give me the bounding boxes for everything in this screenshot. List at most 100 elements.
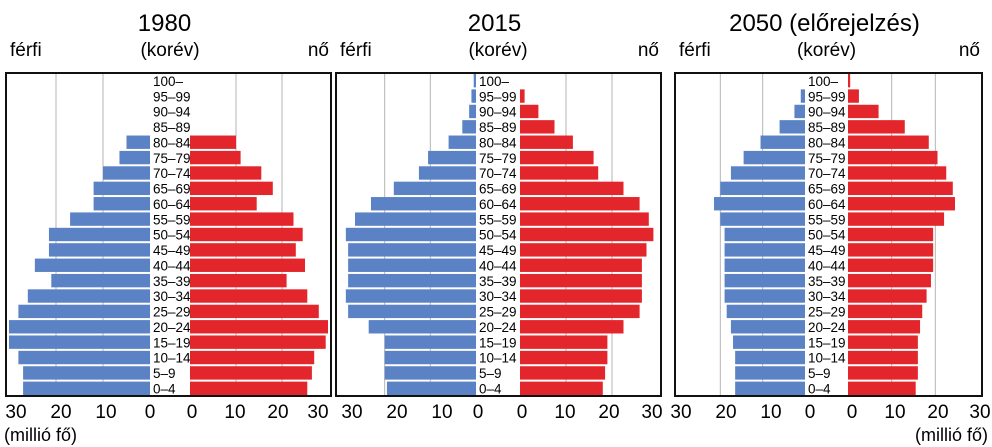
age-group-label: 60–64 [153,197,191,212]
bar-female-40–44 [520,258,642,272]
tick-label: 20 [50,402,71,423]
bar-male-35–39 [51,273,150,288]
female-label: nő [308,40,329,61]
population-pyramid-2: 2015 férfi (korév) nő 100–95–9990–9485–8980–… [335,10,663,423]
bar-male-20–24 [368,320,476,334]
bar-female-35–39 [848,273,931,288]
bar-male-70–74 [730,166,805,180]
age-group-label: 55–59 [153,212,191,227]
age-group-label: 20–24 [808,320,846,335]
age-group-label: 100– [808,74,839,89]
bar-male-10–14 [384,350,476,365]
bar-female-65–69 [848,181,953,196]
bar-male-100– [473,74,476,88]
age-group-label: 100– [153,74,184,89]
bar-male-30–34 [345,289,476,303]
age-group-label: 25–29 [808,305,846,320]
bar-female-40–44 [848,258,934,272]
population-pyramid-3: 2050 (előrejelzés) férfi (korév) nő 100–95–9… [670,10,990,445]
female-label: nő [959,40,980,61]
bar-female-15–19 [520,335,608,349]
age-group-label: 50–54 [479,228,517,243]
age-group-label: 50–54 [153,228,191,243]
panel-title: 2050 (előrejelzés) [729,10,920,37]
age-group-label: 40–44 [153,258,191,273]
tick-label: 10 [95,402,116,423]
bar-male-35–39 [348,273,476,288]
bar-female-85–89 [520,120,555,134]
bar-male-45–49 [724,243,805,257]
bar-female-30–34 [848,289,927,303]
bar-female-75–79 [848,150,938,165]
bar-female-70–74 [520,166,599,180]
bar-male-40–44 [348,258,476,272]
tick-label: 30 [641,402,662,423]
plot-frame [335,72,662,397]
bar-female-60–64 [520,197,640,211]
bar-male-5–9 [735,366,805,380]
tick-label: 0 [517,402,528,423]
bar-male-15–19 [9,335,150,349]
bar-male-40–44 [34,258,150,272]
age-axis-label: (korév) [468,40,527,61]
age-group-label: 20–24 [153,320,191,335]
age-group-label: 45–49 [153,243,191,258]
bar-female-45–49 [848,243,934,257]
bar-male-50–54 [48,227,151,242]
bar-female-65–69 [190,181,273,196]
bar-male-20–24 [9,320,150,334]
age-group-label: 35–39 [479,274,517,289]
age-group-label: 45–49 [479,243,517,258]
bar-female-55–59 [848,212,945,226]
tick-label: 30 [670,402,691,423]
bar-male-25–29 [18,304,151,319]
bar-male-45–49 [348,243,476,257]
age-group-label: 5–9 [479,366,502,381]
bar-male-10–14 [735,350,805,365]
bar-female-15–19 [190,335,326,349]
age-group-label: 25–29 [153,305,191,320]
tick-label: 20 [267,402,288,423]
bar-female-10–14 [520,350,608,365]
bar-male-0–4 [735,381,805,395]
panel-title: 1980 [138,10,191,37]
age-group-label: 65–69 [479,182,517,197]
tick-label: 10 [431,402,452,423]
age-group-label: 10–14 [153,351,191,366]
bar-male-5–9 [384,366,476,380]
bar-male-5–9 [23,366,151,380]
bar-male-60–64 [93,197,150,211]
bar-female-10–14 [190,350,315,365]
tick-label: 0 [145,402,156,423]
age-group-label: 0–4 [153,382,176,397]
bar-female-45–49 [520,243,647,257]
age-axis-label: (korév) [140,40,199,61]
age-group-label: 30–34 [808,289,846,304]
bar-female-25–29 [190,304,319,319]
age-group-label: 85–89 [153,120,191,135]
population-pyramid-1: 1980 férfi (korév) nő 100–95–9990–9485–8980–… [4,10,332,445]
age-group-label: 0–4 [479,382,502,397]
male-label: férfi [10,40,42,61]
age-group-label: 40–44 [808,258,846,273]
bar-female-25–29 [520,304,640,319]
bar-male-95–99 [471,89,476,103]
age-group-label: 15–19 [808,335,846,350]
bar-female-75–79 [190,150,241,165]
age-group-label: 90–94 [808,105,846,120]
bar-female-5–9 [190,366,312,380]
bar-male-80–84 [448,135,476,149]
bar-female-75–79 [520,150,594,165]
bar-female-10–14 [848,350,918,365]
bar-male-50–54 [345,227,476,242]
bar-male-30–34 [724,289,805,303]
bar-male-30–34 [27,289,150,303]
tick-label: 20 [386,402,407,423]
tick-label: 0 [473,402,484,423]
tick-label: 30 [969,402,990,423]
bar-female-40–44 [190,258,305,272]
age-group-label: 80–84 [479,135,517,150]
age-group-label: 50–54 [808,228,846,243]
bar-male-25–29 [726,304,805,319]
bar-male-65–69 [93,181,150,196]
